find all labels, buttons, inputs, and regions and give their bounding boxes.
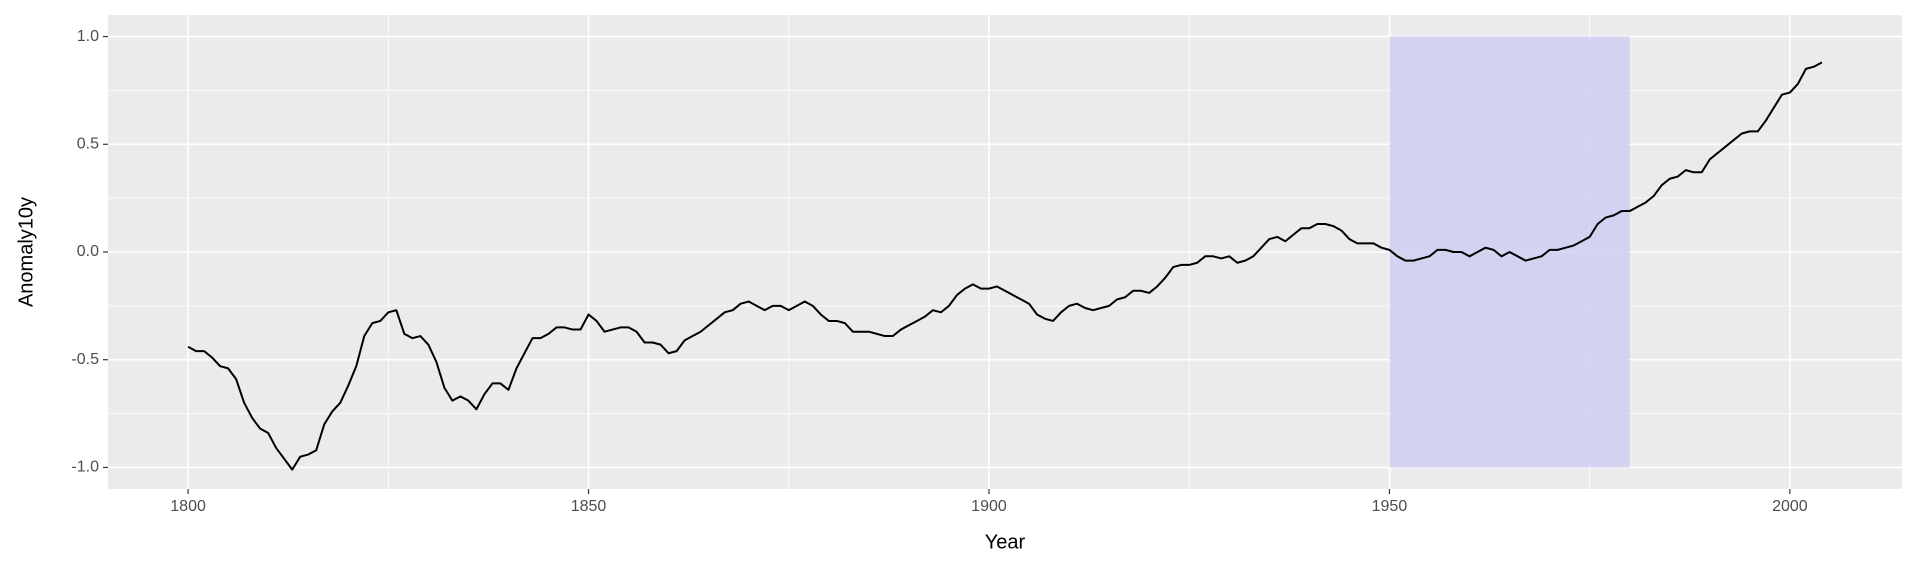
y-axis-title: Anomaly10y bbox=[15, 197, 37, 307]
line bbox=[187, 61, 1823, 471]
y-tick-label: -0.5 bbox=[71, 351, 99, 368]
x-tick-label: 1950 bbox=[1372, 498, 1408, 515]
x-tick-label: 2000 bbox=[1772, 498, 1808, 515]
x-tick-label: 1900 bbox=[971, 498, 1007, 515]
y-tick-label: 1.0 bbox=[77, 28, 99, 45]
x-tick-label: 1800 bbox=[170, 498, 206, 515]
x-tick-label: 1850 bbox=[571, 498, 607, 515]
y-tick-label: 0.0 bbox=[77, 243, 99, 260]
x-axis-title: Year bbox=[985, 531, 1026, 553]
y-tick-label: 0.5 bbox=[77, 135, 99, 152]
y-tick-label: -1.0 bbox=[71, 459, 99, 476]
